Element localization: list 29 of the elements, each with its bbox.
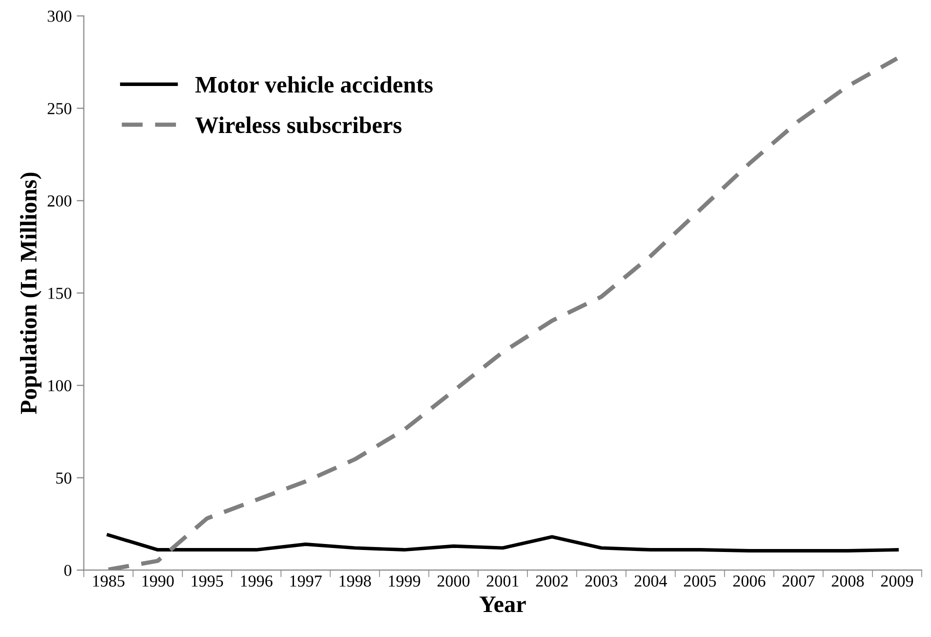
x-tick-label: 1995 [192, 576, 224, 587]
y-tick-label: 0 [64, 564, 72, 576]
y-axis-title: Population (In Millions) [20, 172, 42, 414]
legend-label: Motor vehicle accidents [195, 76, 433, 93]
y-tick-label: 100 [48, 380, 72, 392]
y-tick-label: 250 [48, 102, 72, 114]
x-tick-label: 1998 [340, 575, 371, 587]
x-tick-label: 2000 [438, 575, 470, 587]
x-tick-label: 2001 [486, 575, 518, 587]
x-tick-label: 1996 [241, 576, 272, 587]
x-tick-label: 2009 [881, 575, 914, 587]
x-tick-label: 2002 [536, 575, 568, 587]
legend-label: Wireless subscribers [195, 116, 402, 134]
y-tick-label: 200 [48, 195, 72, 207]
line-series [106, 533, 899, 552]
x-tick-label: 1997 [290, 576, 322, 587]
x-tick-label: 1999 [388, 576, 420, 587]
x-tick-label: 2004 [634, 575, 668, 587]
x-tick-label: 1985 [93, 575, 124, 587]
x-tick-label: 2007 [782, 575, 815, 587]
x-tick-label: 1990 [142, 575, 174, 587]
x-tick-label: 2008 [832, 575, 864, 587]
y-tick-label: 300 [48, 10, 72, 22]
y-tick-label: 150 [48, 288, 72, 299]
x-tick-label: 2005 [684, 575, 716, 587]
y-tick-label: 50 [56, 472, 72, 484]
x-tick-label: 2006 [733, 575, 766, 587]
x-tick-label: 2003 [585, 575, 618, 587]
x-axis-title: Year [480, 596, 526, 612]
